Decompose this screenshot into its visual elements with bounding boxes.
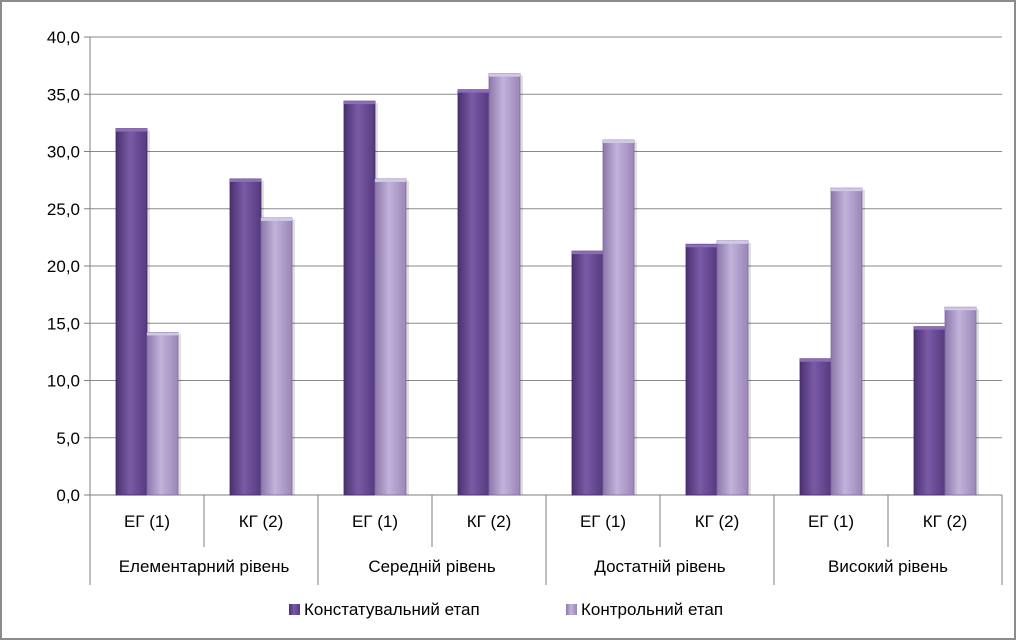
x-group-label: Високий рівень [828, 557, 948, 576]
bar-top-cap [344, 101, 375, 105]
bar-top-cap [603, 140, 634, 144]
bar-series-2 [260, 217, 293, 496]
bar-series-1 [685, 243, 718, 496]
bar-top-cap [458, 89, 489, 93]
bar-top-cap [686, 244, 717, 248]
bar-series-1 [799, 358, 832, 496]
x-tick-label: КГ (2) [923, 512, 968, 531]
x-group-label: Середній рівень [368, 557, 495, 576]
bar-series-1 [343, 100, 376, 496]
bar-top-cap [914, 326, 945, 330]
bar-series-2 [374, 178, 407, 496]
axis-layer: 0,0 5,0 10,0 15,0 20,0 25,0 30,0 35,0 40,0 ЕГ (1)… [47, 28, 1003, 585]
x-tick-label: КГ (2) [467, 512, 512, 531]
bar-top-cap [375, 178, 406, 182]
bar-top-cap [945, 307, 976, 311]
y-tick-label: 40,0 [47, 28, 80, 47]
legend-label-series-1: Констатувальний етап [304, 600, 480, 619]
bar-series-1 [115, 128, 148, 496]
bar-top-cap [116, 128, 147, 132]
bar-top-cap [572, 251, 603, 255]
bar-series-1 [571, 250, 604, 496]
bar-series-2 [830, 187, 863, 496]
bar-series-2 [146, 332, 179, 496]
x-group-label: Елементарний рівень [119, 557, 290, 576]
bar-top-cap [261, 217, 292, 221]
bar-top-cap [230, 178, 261, 182]
y-tick-label: 25,0 [47, 200, 80, 219]
x-tick-label: КГ (2) [239, 512, 284, 531]
x-tick-label: ЕГ (1) [580, 512, 626, 531]
bar-series-2 [488, 73, 521, 496]
bar-series-2 [944, 306, 977, 496]
legend-swatch-series-2 [566, 604, 577, 615]
y-tick-label: 30,0 [47, 143, 80, 162]
bar-top-cap [147, 332, 178, 336]
grid-layer [90, 36, 1002, 496]
y-tick-label: 35,0 [47, 85, 80, 104]
bars-layer [115, 73, 979, 496]
x-tick-label: ЕГ (1) [808, 512, 854, 531]
y-tick-label: 0,0 [56, 486, 80, 505]
bar-series-2 [602, 139, 635, 496]
y-tick-label: 15,0 [47, 314, 80, 333]
x-tick-label: ЕГ (1) [124, 512, 170, 531]
bar-series-1 [457, 89, 490, 496]
legend-swatch-series-1 [289, 604, 300, 615]
bar-top-cap [717, 240, 748, 244]
legend-label-series-2: Контрольний етап [581, 600, 723, 619]
x-tick-label: ЕГ (1) [352, 512, 398, 531]
bar-series-1 [913, 326, 946, 496]
legend: Констатувальний етап Контрольний етап [289, 600, 723, 619]
y-tick-label: 5,0 [56, 429, 80, 448]
bar-top-cap [831, 188, 862, 192]
x-group-label: Достатній рівень [594, 557, 725, 576]
x-tick-label: КГ (2) [695, 512, 740, 531]
y-tick-label: 20,0 [47, 257, 80, 276]
bar-top-cap [800, 358, 831, 362]
y-tick-label: 10,0 [47, 372, 80, 391]
bar-series-2 [716, 240, 749, 496]
bar-top-cap [489, 73, 520, 77]
bar-series-1 [229, 178, 262, 496]
